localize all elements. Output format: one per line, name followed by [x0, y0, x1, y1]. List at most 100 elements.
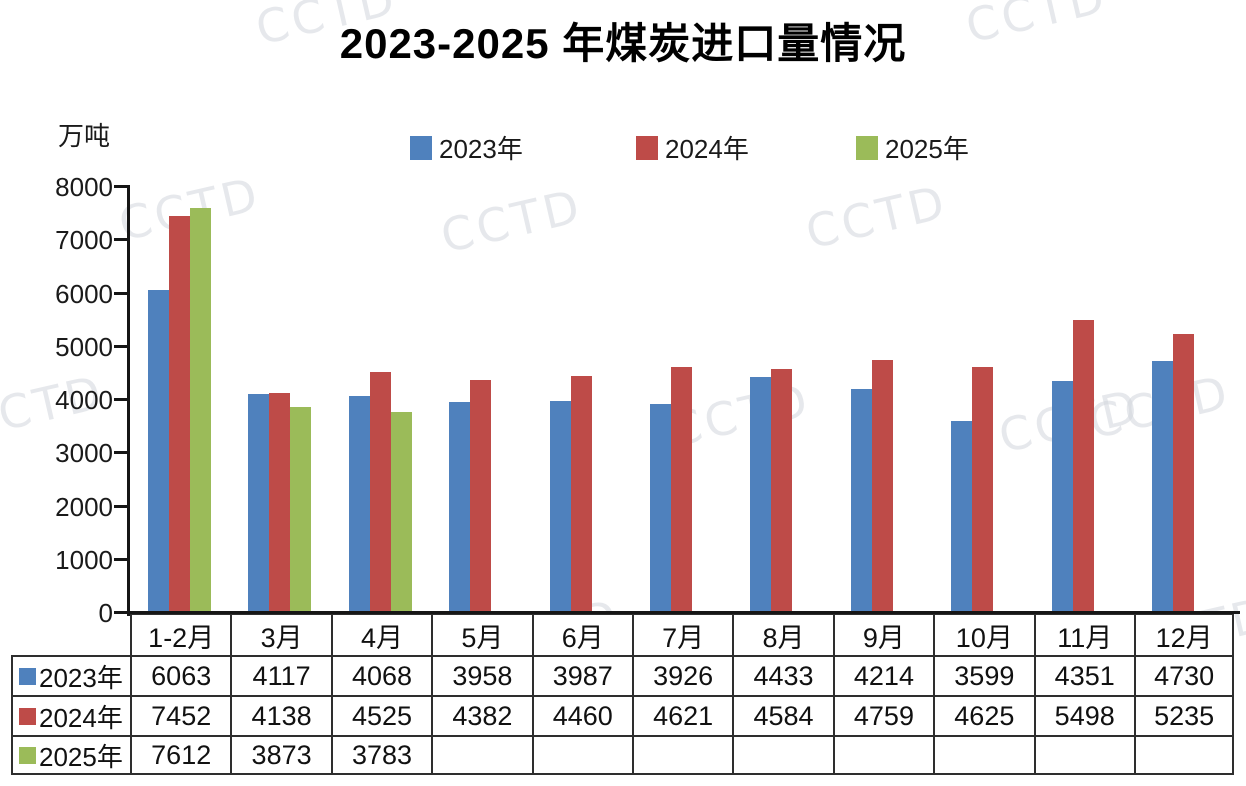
y-axis-tick	[114, 291, 127, 295]
bar-2024年-8月	[771, 368, 793, 613]
month-header-cell: 7月	[631, 613, 733, 655]
value-cell-2024年-6月: 4460	[531, 695, 632, 735]
value-cell-2023年-3月: 4117	[230, 655, 331, 695]
bar-2023年-7月	[650, 403, 671, 613]
legend-item-2024年: 2024年	[636, 129, 749, 166]
value-cell-2023年-5月: 3958	[431, 655, 532, 695]
y-axis-tick	[114, 451, 127, 455]
chart-title: 2023-2025 年煤炭进口量情况	[339, 20, 907, 67]
y-axis-tick	[114, 398, 127, 401]
month-header-cell: 6月	[531, 613, 632, 655]
legend-label: 2025年	[885, 134, 969, 164]
value-cell-2025年-6月	[531, 735, 632, 775]
bar-2023年-4月	[348, 396, 370, 613]
y-axis-tick-label: 7000	[55, 225, 113, 256]
bar-2024年-9月	[871, 359, 893, 613]
value-cell-2025年-8月	[732, 735, 833, 775]
value-cell-2024年-3月: 4138	[230, 695, 331, 735]
bar-2025年-1-2月	[190, 207, 211, 613]
data-table: 1-2月 3月 4月 5月 6月 7月 8月 9月 10月 11月 12月 2023年 6063 4117…	[11, 613, 1235, 775]
y-axis-tick	[114, 504, 127, 508]
value-cell-2025年-10月	[933, 735, 1034, 775]
value-cell-2023年-4月: 4068	[330, 655, 432, 695]
series-name-label: 2024年	[39, 702, 123, 733]
y-axis-tick-label: 8000	[55, 172, 113, 202]
bar-2025年-4月	[390, 411, 412, 613]
value-cell-2024年-12月: 5235	[1133, 695, 1235, 735]
value-cell-2024年-11月: 5498	[1033, 695, 1134, 735]
value-cell-2025年-12月	[1133, 735, 1235, 775]
value-cell-2024年-10月: 4625	[933, 695, 1034, 735]
month-header-cell: 5月	[431, 613, 532, 655]
bar-2024年-5月	[470, 379, 492, 613]
month-header-cell: 9月	[832, 613, 934, 655]
bar-2024年-11月	[1072, 320, 1094, 613]
month-header-cell: 3月	[230, 613, 331, 655]
value-cell-2025年-3月: 3873	[230, 735, 331, 775]
legend-label: 2024年	[665, 134, 749, 164]
y-axis-tick	[114, 238, 127, 242]
month-header-cell: 8月	[732, 613, 833, 655]
y-axis-tick-label: 0	[98, 598, 113, 628]
y-axis-tick	[114, 611, 127, 614]
series-label-cell: 2025年	[11, 735, 130, 775]
y-axis-tick-label: 5000	[55, 331, 113, 362]
bar-2023年-3月	[248, 393, 270, 613]
legend-swatch-icon	[636, 135, 658, 160]
bar-2024年-3月	[269, 392, 291, 613]
series-name-label: 2023年	[39, 662, 123, 693]
value-cell-2023年-10月: 3599	[933, 655, 1034, 695]
y-axis-tick-label: 6000	[55, 278, 113, 309]
watermark-text: CCTD	[800, 174, 953, 260]
bar-2025年-3月	[290, 406, 312, 613]
bar-2024年-6月	[570, 375, 592, 613]
value-cell-2023年-11月: 4351	[1033, 655, 1134, 695]
value-cell-2025年-7月	[631, 735, 733, 775]
bar-2023年-1-2月	[148, 290, 169, 613]
series-swatch-icon	[19, 707, 36, 725]
watermark-text: CCTD	[435, 178, 588, 264]
bar-2024年-10月	[972, 366, 994, 613]
y-axis-line	[127, 185, 130, 616]
series-label-cell: 2023年	[11, 655, 130, 695]
month-header-cell: 1-2月	[130, 613, 231, 655]
legend-swatch-icon	[410, 135, 432, 160]
y-axis-tick-label: 1000	[55, 544, 113, 575]
y-axis-tick	[114, 185, 127, 188]
bar-2023年-12月	[1152, 361, 1173, 613]
bar-2023年-8月	[750, 376, 772, 613]
value-cell-2025年-1-2月: 7612	[130, 735, 231, 775]
legend-item-2023年: 2023年	[410, 129, 523, 166]
bar-2023年-9月	[850, 388, 872, 613]
value-cell-2024年-5月: 4382	[431, 695, 532, 735]
bar-2024年-1-2月	[169, 216, 190, 613]
bar-2024年-12月	[1173, 334, 1194, 613]
legend-label: 2023年	[439, 134, 523, 164]
x-axis-line	[127, 611, 1240, 614]
value-cell-2024年-7月: 4621	[631, 695, 733, 735]
bar-2024年-4月	[369, 372, 391, 613]
value-cell-2025年-11月	[1033, 735, 1134, 775]
value-cell-2024年-9月: 4759	[832, 695, 934, 735]
value-cell-2023年-9月: 4214	[832, 655, 934, 695]
y-axis-tick	[114, 344, 127, 348]
bar-2023年-10月	[951, 421, 973, 613]
month-header-cell: 12月	[1133, 613, 1235, 655]
month-header-cell: 10月	[933, 613, 1034, 655]
value-cell-2023年-1-2月: 6063	[130, 655, 231, 695]
value-cell-2025年-9月	[832, 735, 934, 775]
value-cell-2023年-7月: 3926	[631, 655, 733, 695]
y-axis-tick-label: 3000	[55, 438, 113, 469]
value-cell-2024年-1-2月: 7452	[130, 695, 231, 735]
value-cell-2024年-8月: 4584	[732, 695, 833, 735]
y-axis-unit-label: 万吨	[58, 121, 111, 151]
bar-2024年-7月	[671, 366, 692, 613]
series-name-label: 2025年	[39, 741, 123, 772]
month-header-cell: 4月	[330, 613, 432, 655]
value-cell-2024年-4月: 4525	[330, 695, 432, 735]
month-header-cell: 11月	[1033, 613, 1134, 655]
bar-2023年-11月	[1051, 381, 1073, 613]
bar-2023年-6月	[549, 400, 571, 613]
value-cell-2023年-12月: 4730	[1133, 655, 1235, 695]
